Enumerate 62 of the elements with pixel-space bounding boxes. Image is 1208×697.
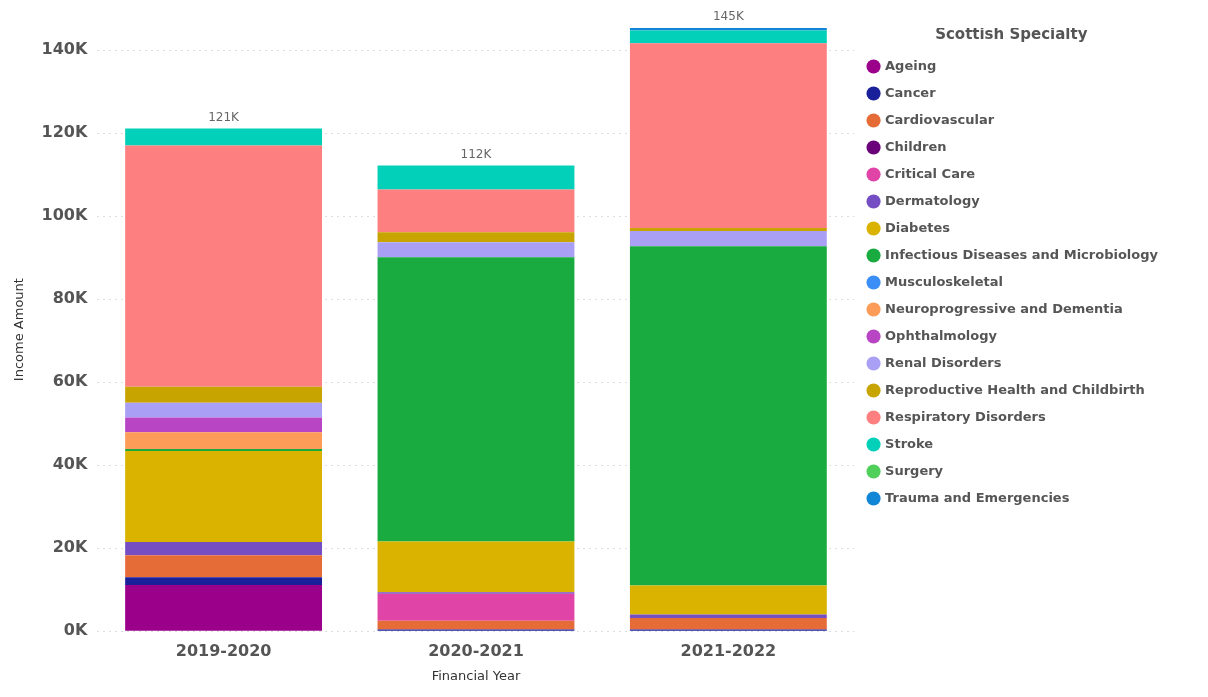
- y-tick-label: 60K: [52, 371, 88, 391]
- bar: [629, 585, 827, 615]
- bar: [125, 432, 323, 449]
- bar: [629, 30, 827, 44]
- bar: [125, 386, 323, 403]
- y-tick-label: 140K: [41, 39, 88, 59]
- legend-label: Dermatology: [885, 192, 981, 208]
- legend-label: Children: [885, 138, 947, 154]
- bar: [125, 541, 323, 556]
- legend-label: Neuroprogressive and Dementia: [885, 300, 1123, 316]
- legend-label: Surgery: [885, 462, 944, 478]
- legend-label: Reproductive Health and Childbirth: [885, 381, 1145, 397]
- bar: [377, 593, 575, 621]
- total-label: 112K: [460, 146, 493, 161]
- bar: [377, 541, 575, 593]
- bar: [629, 246, 827, 586]
- y-axis-title: Income Amount: [11, 278, 27, 382]
- bar: [629, 617, 827, 630]
- legend-label: Musculoskeletal: [885, 273, 1003, 289]
- total-label: 121K: [208, 109, 241, 124]
- bar: [629, 228, 827, 231]
- x-axis-title: Financial Year: [431, 667, 521, 683]
- y-tick-label: 20K: [52, 537, 88, 557]
- legend-label: Trauma and Emergencies: [885, 489, 1070, 505]
- bar: [125, 585, 323, 631]
- bar: [377, 189, 575, 233]
- bar: [125, 448, 323, 452]
- x-tick-label: 2019-2020: [175, 640, 272, 660]
- bar: [125, 417, 323, 433]
- bar: [125, 402, 323, 418]
- bar: [377, 620, 575, 630]
- y-tick-label: 40K: [52, 454, 88, 474]
- legend-label: Ageing: [885, 57, 937, 73]
- legend-label: Respiratory Disorders: [885, 408, 1046, 424]
- x-tick-label: 2020-2021: [428, 640, 524, 660]
- legend-label: Stroke: [885, 435, 934, 451]
- bar: [629, 614, 827, 618]
- legend-label: Cancer: [885, 84, 937, 100]
- legend-label: Diabetes: [885, 219, 951, 235]
- y-tick-label: 120K: [41, 122, 88, 142]
- bar: [377, 232, 575, 243]
- bar: [377, 257, 575, 542]
- legend-label: Critical Care: [885, 165, 976, 181]
- total-label: 145K: [712, 9, 745, 24]
- y-tick-label: 100K: [41, 205, 88, 225]
- bar: [629, 231, 827, 247]
- x-tick-label: 2021-2022: [680, 640, 777, 660]
- bar: [377, 165, 575, 190]
- legend-label: Renal Disorders: [885, 354, 1002, 370]
- bar: [629, 43, 827, 229]
- bar: [125, 451, 323, 542]
- legend-label: Infectious Diseases and Microbiology: [885, 246, 1159, 262]
- bar: [377, 242, 575, 258]
- y-tick-label: 80K: [52, 288, 88, 308]
- legend-title: Scottish Specialty: [935, 25, 1088, 44]
- bar: [125, 555, 323, 578]
- legend-label: Cardiovascular: [885, 111, 995, 127]
- bar: [125, 145, 323, 387]
- y-tick-label: 0K: [63, 620, 88, 640]
- bar: [125, 128, 323, 146]
- bar: [125, 577, 323, 586]
- legend-label: Ophthalmology: [885, 327, 998, 343]
